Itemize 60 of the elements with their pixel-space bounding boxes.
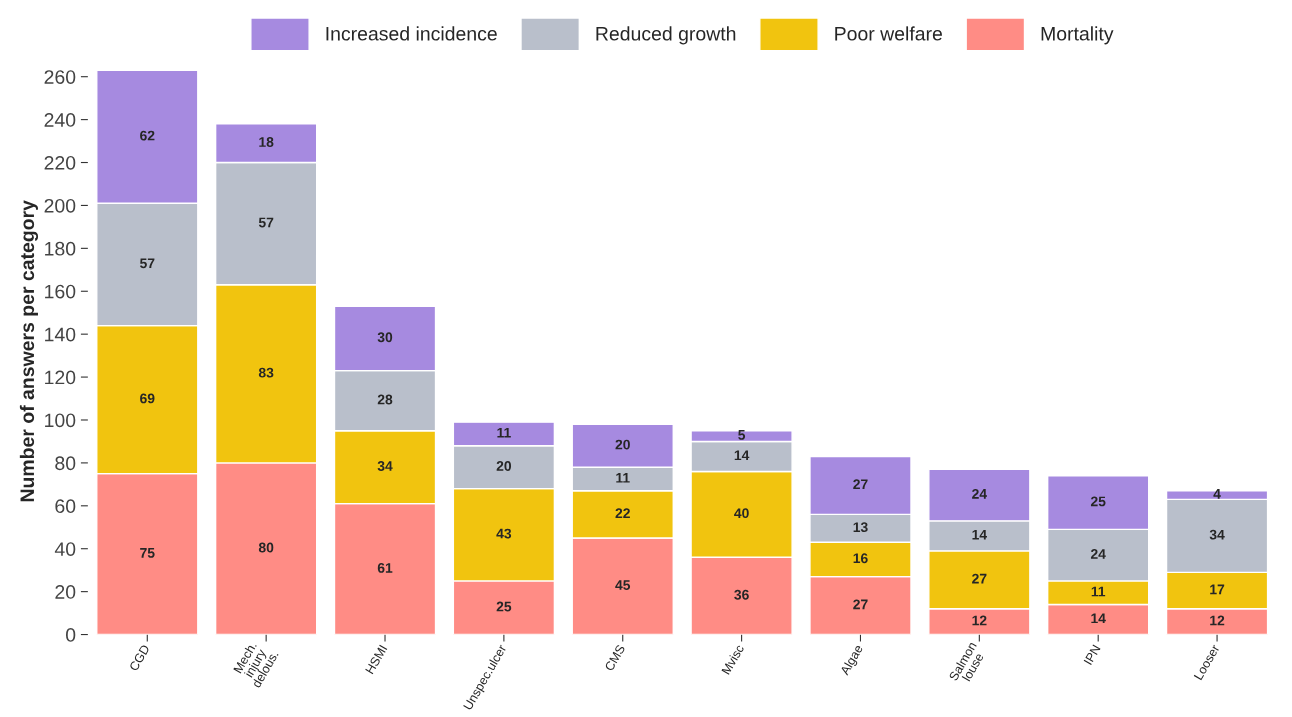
y-tick-label: 240 [44, 113, 76, 127]
data-label: 83 [258, 367, 274, 378]
data-label: 11 [616, 473, 630, 483]
y-tick-label: 100 [45, 413, 76, 428]
data-label: 16 [853, 553, 868, 564]
data-label: 40 [734, 508, 749, 519]
data-label: 24 [1090, 549, 1106, 559]
y-axis-title: Number of answers per category [19, 200, 39, 502]
legend-label: Poor welfare [835, 26, 942, 41]
y-tick-label: 260 [44, 70, 76, 84]
data-label: 36 [734, 589, 749, 600]
data-label: 80 [258, 542, 274, 553]
data-label: 34 [1209, 529, 1225, 540]
data-label: 12 [1210, 615, 1225, 626]
data-label: 34 [377, 461, 393, 471]
data-label: 25 [496, 601, 512, 612]
data-label: 25 [1090, 496, 1106, 507]
data-label: 17 [1210, 584, 1225, 595]
data-label: 27 [972, 573, 987, 584]
data-label: 11 [497, 427, 511, 438]
y-tick-label: 40 [54, 542, 76, 556]
data-label: 13 [853, 522, 868, 533]
data-label: 22 [615, 508, 630, 518]
y-tick-label: 200 [44, 198, 76, 213]
data-label: 61 [377, 563, 393, 573]
y-tick-label: 20 [55, 585, 76, 599]
data-label: 45 [615, 580, 631, 590]
y-tick-label: 180 [45, 241, 76, 256]
data-label: 27 [853, 599, 868, 610]
y-tick-label: 140 [45, 327, 76, 342]
data-label: 57 [139, 258, 155, 269]
y-tick-label: 0 [66, 628, 76, 642]
data-label: 27 [853, 479, 868, 490]
data-label: 20 [615, 439, 630, 450]
data-label: 75 [140, 548, 155, 558]
data-label: 20 [496, 461, 512, 471]
data-label: 43 [496, 528, 512, 539]
y-tick-label: 80 [55, 456, 76, 471]
data-label: 62 [140, 130, 155, 141]
data-label: 28 [377, 394, 393, 405]
data-label: 14 [1091, 613, 1106, 624]
y-tick-label: 60 [55, 499, 76, 514]
data-label: 14 [734, 450, 750, 461]
data-label: 30 [377, 332, 393, 343]
legend-label: Increased incidence [326, 26, 497, 41]
data-label: 11 [1091, 586, 1106, 597]
x-tick-label: IPN [1083, 644, 1101, 666]
y-tick-label: 120 [45, 370, 76, 385]
legend-label: Reduced growth [596, 26, 736, 45]
data-label: 14 [972, 529, 987, 540]
data-label: 4 [1213, 489, 1221, 499]
data-label: 18 [259, 137, 274, 147]
data-label: 24 [972, 488, 987, 499]
legend-label: Mortality [1041, 26, 1114, 45]
data-label: 12 [972, 615, 987, 626]
data-label: 57 [258, 217, 274, 228]
data-label: 69 [140, 393, 155, 404]
y-tick-label: 160 [45, 284, 76, 299]
data-label: 5 [738, 430, 746, 440]
y-tick-label: 220 [44, 155, 76, 170]
